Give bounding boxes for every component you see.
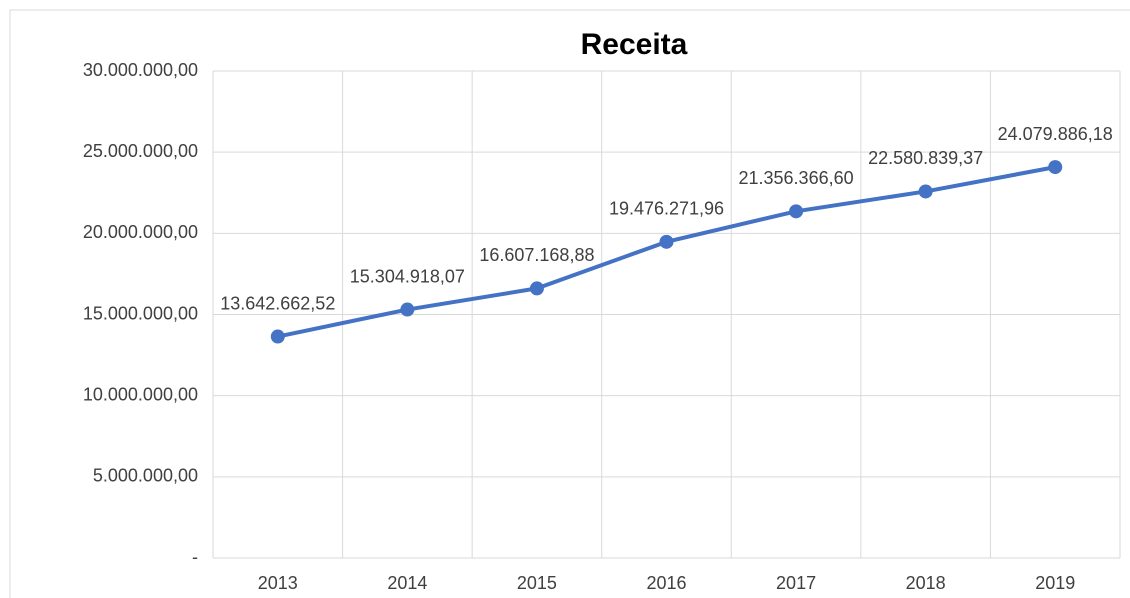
y-tick-label: 10.000.000,00 [83, 384, 198, 404]
chart-border [9, 9, 1130, 598]
x-tick-label: 2019 [1035, 573, 1075, 593]
marker [789, 204, 804, 219]
data-label: 21.356.366,60 [739, 168, 854, 188]
data-label: 15.304.918,07 [350, 266, 465, 286]
y-tick-label: 15.000.000,00 [83, 303, 198, 323]
marker [400, 302, 415, 317]
y-tick-label: 25.000.000,00 [83, 141, 198, 161]
marker [1048, 160, 1063, 175]
data-label: 13.642.662,52 [220, 293, 335, 313]
line [277, 165, 1056, 339]
chart-title: Receita [581, 28, 688, 61]
x-tick-label: 2015 [517, 573, 557, 593]
marker [659, 234, 674, 249]
data-label: 16.607.168,88 [479, 245, 594, 265]
x-tick-label: 2013 [258, 573, 298, 593]
data-label: 22.580.839,37 [868, 148, 983, 168]
x-tick-label: 2017 [776, 573, 816, 593]
x-tick-label: 2014 [387, 573, 427, 593]
y-tick-label: 5.000.000,00 [93, 466, 198, 486]
y-tick-label: - [192, 547, 198, 567]
x-tick-label: 2018 [906, 573, 946, 593]
marker [270, 329, 285, 344]
data-label: 19.476.271,96 [609, 199, 724, 219]
marker [918, 184, 933, 199]
x-tick-label: 2016 [646, 573, 686, 593]
y-tick-label: 30.000.000,00 [83, 60, 198, 80]
marker [529, 281, 544, 296]
data-label: 24.079.886,18 [998, 124, 1113, 144]
y-tick-label: 20.000.000,00 [83, 222, 198, 242]
